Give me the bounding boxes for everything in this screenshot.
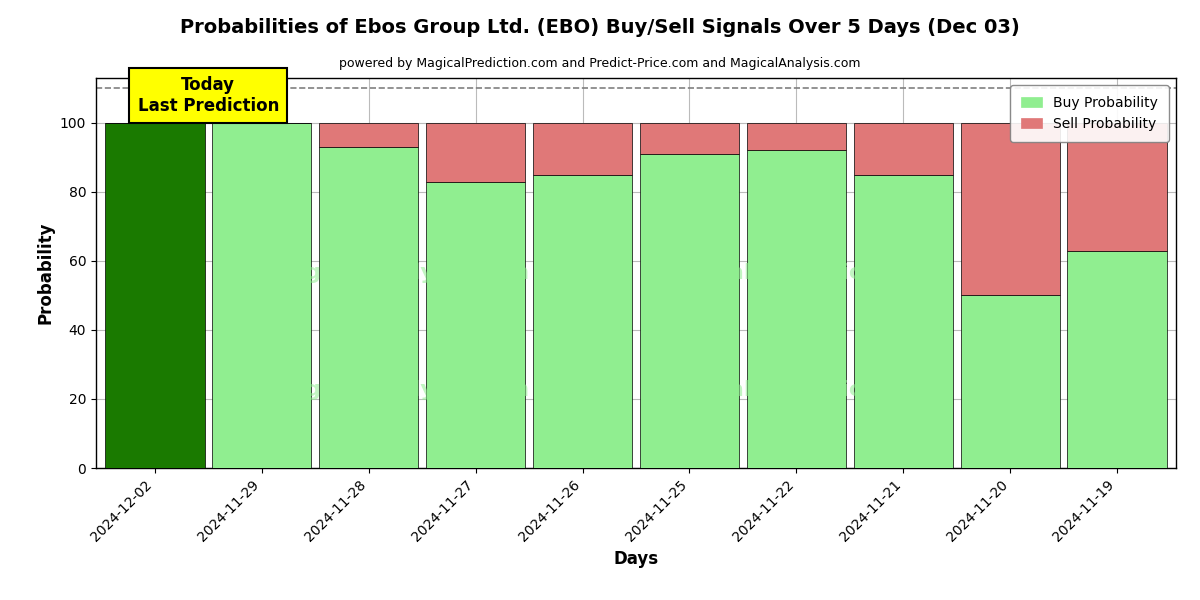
Bar <box>746 151 846 468</box>
Bar <box>853 123 953 175</box>
Bar <box>426 182 526 468</box>
Text: MagicalPrediction.com: MagicalPrediction.com <box>655 263 941 283</box>
Bar <box>640 123 739 154</box>
Bar <box>960 295 1060 468</box>
Bar <box>319 147 419 468</box>
Text: MagicalPrediction.com: MagicalPrediction.com <box>655 380 941 400</box>
Text: powered by MagicalPrediction.com and Predict-Price.com and MagicalAnalysis.com: powered by MagicalPrediction.com and Pre… <box>340 57 860 70</box>
Bar <box>106 123 204 468</box>
Y-axis label: Probability: Probability <box>36 222 54 324</box>
Bar <box>1068 123 1166 251</box>
Bar <box>533 175 632 468</box>
Bar <box>212 123 312 468</box>
Bar <box>533 123 632 175</box>
Bar <box>1068 251 1166 468</box>
Text: MagicalAnalysis.com: MagicalAnalysis.com <box>268 380 529 400</box>
X-axis label: Days: Days <box>613 550 659 568</box>
Bar <box>853 175 953 468</box>
Text: Today
Last Prediction: Today Last Prediction <box>138 76 278 115</box>
Bar <box>960 123 1060 295</box>
Bar <box>426 123 526 182</box>
Bar <box>640 154 739 468</box>
Legend: Buy Probability, Sell Probability: Buy Probability, Sell Probability <box>1010 85 1169 142</box>
Text: Probabilities of Ebos Group Ltd. (EBO) Buy/Sell Signals Over 5 Days (Dec 03): Probabilities of Ebos Group Ltd. (EBO) B… <box>180 18 1020 37</box>
Text: MagicalAnalysis.com: MagicalAnalysis.com <box>268 263 529 283</box>
Bar <box>746 123 846 151</box>
Bar <box>319 123 419 147</box>
